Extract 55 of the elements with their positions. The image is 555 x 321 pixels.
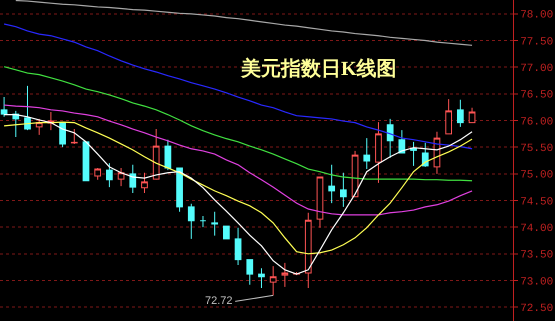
y-tick-label: 77.00 (520, 63, 554, 76)
y-tick-label: 75.00 (520, 170, 554, 182)
y-tick-label: 76.00 (520, 116, 554, 128)
candlestick (340, 172, 347, 208)
y-tick-label: 72.50 (520, 302, 554, 315)
candlestick (270, 266, 277, 296)
candlestick (363, 138, 370, 170)
candlestick (352, 150, 358, 198)
candlestick (445, 98, 452, 134)
candlestick (176, 167, 183, 212)
candlestick (82, 141, 90, 182)
candlestick (0, 96, 8, 118)
candlestick (282, 262, 288, 288)
candlestick (70, 128, 78, 144)
text: 美元指数日K线图 (240, 57, 397, 80)
candlestick (258, 268, 265, 288)
candlestick (223, 226, 230, 240)
y-tick-label: 77.50 (520, 36, 554, 48)
line-series (3, 23, 473, 150)
candlestick (188, 203, 195, 240)
candlestick (422, 142, 429, 168)
y-tick-label: 73.00 (520, 276, 554, 288)
candlestick (234, 227, 242, 266)
candlestick (106, 162, 113, 188)
candlestick (200, 215, 206, 228)
candlestick (375, 122, 382, 184)
annotation: 72.72 (205, 295, 233, 307)
y-tick-label: 76.50 (520, 90, 554, 102)
y-tick-label: 74.50 (520, 196, 554, 208)
y-tick-label: 78.00 (520, 10, 554, 22)
candlestick (152, 128, 160, 180)
candlestick (59, 122, 66, 148)
candlestick (316, 176, 324, 228)
candlestick (398, 130, 406, 154)
y-tick-label: 74.00 (520, 223, 554, 235)
line-series (15, 0, 473, 46)
candlestick (304, 212, 312, 288)
candlestick (468, 107, 476, 124)
candlestick (328, 164, 336, 204)
candlestick (24, 85, 31, 131)
candlestick (456, 99, 464, 128)
line-series (3, 114, 473, 275)
candlestick (141, 172, 148, 194)
line-series (3, 122, 473, 254)
y-tick-label: 73.50 (520, 250, 554, 262)
candlestick (94, 167, 102, 180)
candlestick (246, 259, 254, 286)
candlestick (211, 211, 218, 236)
candlestick (410, 141, 417, 166)
candlestick (129, 164, 136, 194)
candlestick (164, 139, 172, 171)
candlestick (118, 167, 124, 187)
candlestick (386, 118, 394, 158)
y-tick-label: 75.50 (520, 143, 554, 156)
line-series (3, 104, 473, 216)
